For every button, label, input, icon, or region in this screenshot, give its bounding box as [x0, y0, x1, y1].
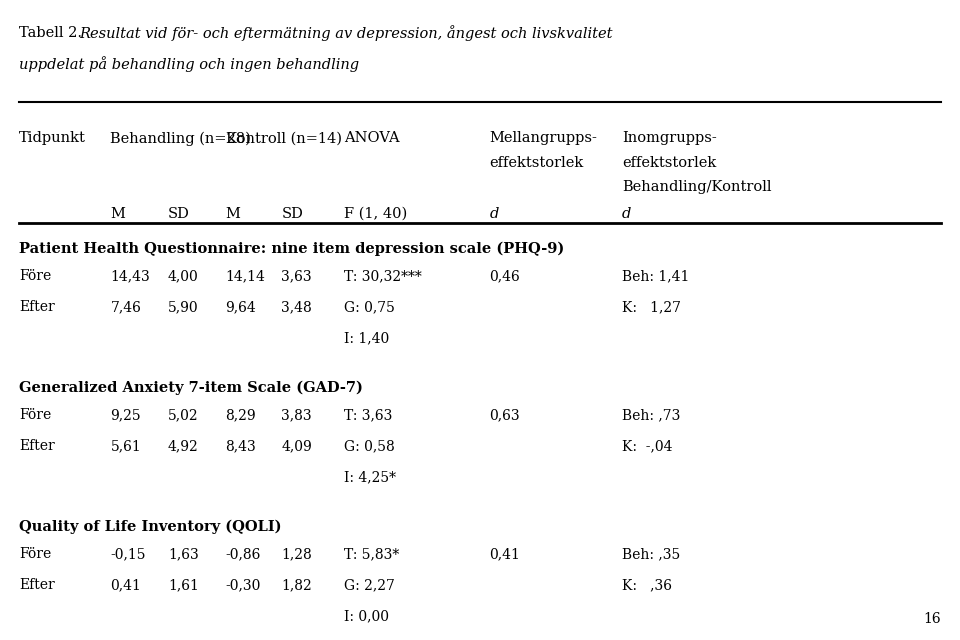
- Text: Beh: ,73: Beh: ,73: [622, 408, 681, 422]
- Text: 0,41: 0,41: [490, 547, 520, 561]
- Text: 1,61: 1,61: [168, 578, 199, 592]
- Text: M: M: [226, 207, 240, 221]
- Text: 1,82: 1,82: [281, 578, 312, 592]
- Text: Generalized Anxiety 7-item Scale (GAD-7): Generalized Anxiety 7-item Scale (GAD-7): [19, 381, 363, 395]
- Text: 0,63: 0,63: [490, 408, 520, 422]
- Text: Mellangrupps-: Mellangrupps-: [490, 131, 597, 145]
- Text: 5,61: 5,61: [110, 439, 141, 453]
- Text: T: 3,63: T: 3,63: [344, 408, 392, 422]
- Text: Beh: 1,41: Beh: 1,41: [622, 269, 689, 284]
- Text: -0,15: -0,15: [110, 547, 146, 561]
- Text: K:  -,04: K: -,04: [622, 439, 673, 453]
- Text: Beh: ,35: Beh: ,35: [622, 547, 681, 561]
- Text: 1,28: 1,28: [281, 547, 312, 561]
- Text: -0,30: -0,30: [226, 578, 261, 592]
- Text: 3,63: 3,63: [281, 269, 312, 284]
- Text: 4,92: 4,92: [168, 439, 199, 453]
- Text: G: 0,75: G: 0,75: [344, 300, 395, 314]
- Text: Resultat vid för- och eftermätning av depression, ångest och livskvalitet: Resultat vid för- och eftermätning av de…: [79, 26, 612, 42]
- Text: Tidpunkt: Tidpunkt: [19, 131, 86, 145]
- Text: I: 0,00: I: 0,00: [344, 609, 389, 623]
- Text: SD: SD: [281, 207, 303, 221]
- Text: effektstorlek: effektstorlek: [490, 156, 584, 170]
- Text: 1,63: 1,63: [168, 547, 199, 561]
- Text: 8,43: 8,43: [226, 439, 256, 453]
- Text: Kontroll (n=14): Kontroll (n=14): [226, 131, 342, 145]
- Text: d: d: [490, 207, 499, 221]
- Text: Patient Health Questionnaire: nine item depression scale (PHQ-9): Patient Health Questionnaire: nine item …: [19, 242, 564, 256]
- Text: 3,48: 3,48: [281, 300, 312, 314]
- Text: 0,41: 0,41: [110, 578, 141, 592]
- Text: 0,46: 0,46: [490, 269, 520, 284]
- Text: Före: Före: [19, 408, 52, 422]
- Text: G: 0,58: G: 0,58: [344, 439, 395, 453]
- Text: F (1, 40): F (1, 40): [344, 207, 407, 221]
- Text: I: 4,25*: I: 4,25*: [344, 470, 396, 484]
- Text: 4,00: 4,00: [168, 269, 199, 284]
- Text: 16: 16: [924, 612, 941, 626]
- Text: Efter: Efter: [19, 578, 55, 592]
- Text: 7,46: 7,46: [110, 300, 141, 314]
- Text: 4,09: 4,09: [281, 439, 312, 453]
- Text: 3,83: 3,83: [281, 408, 312, 422]
- Text: Behandling (n=28): Behandling (n=28): [110, 131, 252, 145]
- Text: uppdelat på behandling och ingen behandling: uppdelat på behandling och ingen behandl…: [19, 56, 359, 72]
- Text: 14,14: 14,14: [226, 269, 266, 284]
- Text: Efter: Efter: [19, 439, 55, 453]
- Text: M: M: [110, 207, 125, 221]
- Text: K:   ,36: K: ,36: [622, 578, 672, 592]
- Text: Behandling/Kontroll: Behandling/Kontroll: [622, 180, 772, 194]
- Text: 9,64: 9,64: [226, 300, 256, 314]
- Text: 9,25: 9,25: [110, 408, 141, 422]
- Text: ANOVA: ANOVA: [344, 131, 399, 145]
- Text: I: 1,40: I: 1,40: [344, 331, 389, 345]
- Text: Tabell 2.: Tabell 2.: [19, 26, 86, 40]
- Text: Före: Före: [19, 547, 52, 561]
- Text: T: 30,32***: T: 30,32***: [344, 269, 421, 284]
- Text: Inomgrupps-: Inomgrupps-: [622, 131, 717, 145]
- Text: 5,02: 5,02: [168, 408, 199, 422]
- Text: Före: Före: [19, 269, 52, 284]
- Text: T: 5,83*: T: 5,83*: [344, 547, 399, 561]
- Text: -0,86: -0,86: [226, 547, 261, 561]
- Text: 14,43: 14,43: [110, 269, 150, 284]
- Text: Efter: Efter: [19, 300, 55, 314]
- Text: K:   1,27: K: 1,27: [622, 300, 681, 314]
- Text: G: 2,27: G: 2,27: [344, 578, 395, 592]
- Text: Quality of Life Inventory (QOLI): Quality of Life Inventory (QOLI): [19, 520, 281, 534]
- Text: SD: SD: [168, 207, 190, 221]
- Text: 8,29: 8,29: [226, 408, 256, 422]
- Text: d: d: [622, 207, 632, 221]
- Text: effektstorlek: effektstorlek: [622, 156, 716, 170]
- Text: 5,90: 5,90: [168, 300, 199, 314]
